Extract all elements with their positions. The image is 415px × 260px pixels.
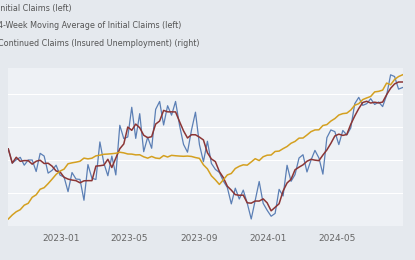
Text: 4-Week Moving Average of Initial Claims (left): 4-Week Moving Average of Initial Claims …	[0, 21, 181, 30]
Text: Continued Claims (Insured Unemployment) (right): Continued Claims (Insured Unemployment) …	[0, 39, 200, 48]
Text: Initial Claims (left): Initial Claims (left)	[0, 4, 71, 13]
